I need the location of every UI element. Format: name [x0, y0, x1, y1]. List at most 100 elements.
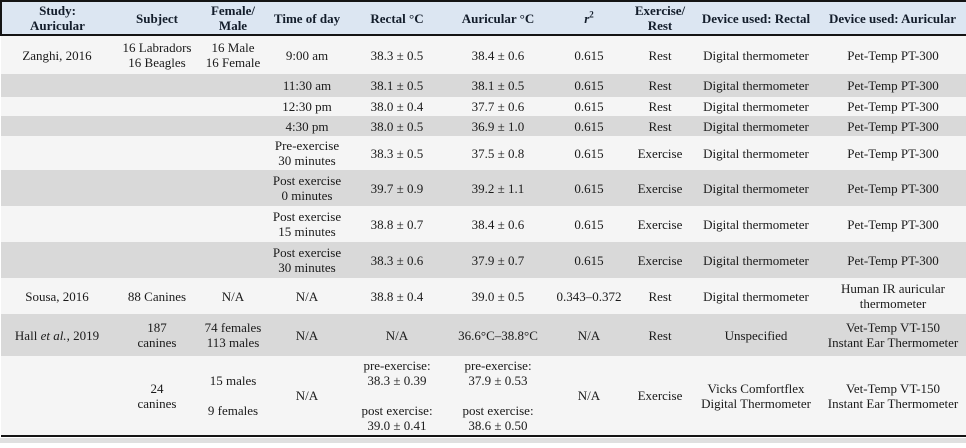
cell-device_rectal: Digital thermometer — [703, 216, 809, 232]
cell-r_squared: 0.615 — [574, 180, 604, 196]
cell-auricular: 38.4 ± 0.6 — [471, 216, 525, 232]
table-row: Hall et al., 2019 187 canines 74 females 1… — [1, 314, 966, 356]
cell-rectal: 38.3 ± 0.5 — [370, 47, 424, 63]
cell-female_male — [201, 170, 265, 206]
cell-device_auricular: Pet-Temp PT-300 — [847, 47, 939, 63]
cell-female_male — [201, 206, 265, 242]
cell-device_rectal: Digital thermometer — [703, 78, 809, 93]
cell-exercise_rest: Rest — [648, 288, 672, 304]
cell-rectal: N/A — [385, 327, 409, 343]
table-row: 4:30 pm 38.0 ± 0.5 36.9 ± 1.0 0.615 Rest Digi… — [1, 116, 966, 136]
cell-study — [1, 170, 113, 206]
cell-auricular: 38.4 ± 0.6 — [471, 47, 525, 63]
cell-subject — [113, 116, 201, 136]
cell-time_of_day: Post exercise 0 minutes — [272, 173, 342, 203]
cell-auricular: 36.6°C–38.8°C — [458, 327, 538, 343]
cell-subject: 16 Labradors 16 Beagles — [122, 40, 192, 70]
cell-device_auricular: Pet-Temp PT-300 — [847, 145, 939, 161]
table-row: Post exercise 15 minutes 38.8 ± 0.7 38.4 ±… — [1, 206, 966, 242]
cell-rectal: 38.8 ± 0.4 — [370, 288, 424, 304]
table-body: Zanghi, 2016 16 Labradors 16 Beagles 16 Ma… — [1, 35, 966, 436]
cell-exercise_rest: Exercise — [637, 145, 683, 161]
cell-rectal: 38.3 ± 0.5 — [370, 145, 424, 161]
cell-study — [1, 116, 113, 136]
column-header-rectal: Rectal °C — [349, 1, 445, 36]
cell-study: Sousa, 2016 — [25, 288, 89, 304]
column-header-device_auricular: Device used: Auricular — [819, 1, 966, 36]
cell-female_male — [201, 97, 265, 116]
cell-device_auricular: Pet-Temp PT-300 — [847, 118, 939, 134]
cell-device_auricular: Vet-Temp VT-150 Instant Ear Thermometer — [827, 320, 959, 350]
column-header-subject: Subject — [113, 1, 201, 36]
cell-rectal: 38.0 ± 0.4 — [370, 99, 424, 114]
cell-subject — [113, 242, 201, 278]
cell-female_male — [201, 136, 265, 170]
cell-study — [1, 242, 113, 278]
cell-r_squared: 0.615 — [574, 78, 604, 93]
cell-time_of_day: 4:30 pm — [285, 118, 329, 134]
cell-study: Zanghi, 2016 — [22, 47, 92, 63]
cell-auricular: 39.0 ± 0.5 — [471, 288, 525, 304]
cell-device_rectal: Digital thermometer — [703, 145, 809, 161]
bottom-strip — [0, 438, 966, 443]
table-row: Post exercise 30 minutes 38.3 ± 0.6 37.9 ±… — [1, 242, 966, 278]
cell-device_rectal: Vicks Comfortflex Digital Thermometer — [701, 380, 811, 411]
cell-device_rectal: Digital thermometer — [703, 47, 809, 63]
cell-subject: 187 canines — [137, 320, 177, 350]
cell-exercise_rest: Rest — [648, 78, 672, 93]
column-header-exercise_rest: Exercise/ Rest — [627, 1, 693, 36]
cell-female_male: 74 females 113 males — [204, 320, 262, 350]
column-header-auricular: Auricular °C — [445, 1, 551, 36]
cell-rectal: pre-exercise: 38.3 ± 0.39 post exercise:… — [361, 358, 433, 433]
table-row: 24 canines 15 males 9 females N/A pre-exerc… — [1, 356, 966, 436]
cell-subject — [113, 97, 201, 116]
cell-r_squared: N/A — [577, 388, 601, 403]
cell-female_male — [201, 74, 265, 97]
cell-r_squared: 0.615 — [574, 145, 604, 161]
cell-female_male — [201, 116, 265, 136]
cell-exercise_rest: Exercise — [637, 216, 683, 232]
cell-study — [1, 74, 113, 97]
cell-auricular: 37.9 ± 0.7 — [471, 252, 525, 268]
cell-study: Hall et al., 2019 — [14, 327, 100, 343]
cell-auricular: pre-exercise: 37.9 ± 0.53 post exercise:… — [462, 358, 534, 433]
cell-exercise_rest: Exercise — [637, 180, 683, 196]
cell-r_squared: N/A — [577, 327, 601, 343]
cell-study — [1, 356, 113, 436]
cell-r_squared: 0.343–0.372 — [556, 288, 622, 304]
cell-device_rectal: Digital thermometer — [703, 252, 809, 268]
cell-subject — [113, 136, 201, 170]
cell-exercise_rest: Exercise — [637, 388, 683, 403]
cell-exercise_rest: Rest — [648, 118, 672, 134]
cell-device_auricular: Pet-Temp PT-300 — [847, 216, 939, 232]
table-row: 11:30 am 38.1 ± 0.5 38.1 ± 0.5 0.615 Rest Dig… — [1, 74, 966, 97]
cell-study — [1, 206, 113, 242]
cell-rectal: 38.0 ± 0.5 — [370, 118, 424, 134]
table-row: Sousa, 2016 88 Canines N/A N/A 38.8 ± 0.4 39.… — [1, 278, 966, 314]
cell-device_rectal: Digital thermometer — [703, 99, 809, 114]
cell-subject — [113, 206, 201, 242]
cell-time_of_day: N/A — [295, 327, 319, 343]
cell-auricular: 39.2 ± 1.1 — [471, 180, 525, 196]
column-header-device_rectal: Device used: Rectal — [693, 1, 819, 36]
cell-r_squared: 0.615 — [574, 99, 604, 114]
cell-rectal: 38.3 ± 0.6 — [370, 252, 424, 268]
table-row: Zanghi, 2016 16 Labradors 16 Beagles 16 Ma… — [1, 35, 966, 74]
cell-female_male: 15 males 9 females — [207, 373, 259, 418]
cell-device_rectal: Digital thermometer — [703, 118, 809, 134]
cell-auricular: 37.5 ± 0.8 — [471, 145, 525, 161]
cell-exercise_rest: Rest — [648, 327, 672, 343]
cell-time_of_day: N/A — [295, 388, 319, 403]
cell-female_male: N/A — [221, 288, 245, 304]
cell-subject — [113, 74, 201, 97]
cell-time_of_day: 11:30 am — [282, 78, 332, 93]
cell-device_auricular: Pet-Temp PT-300 — [847, 252, 939, 268]
cell-female_male: 16 Male 16 Female — [205, 40, 261, 70]
cell-time_of_day: Post exercise 15 minutes — [272, 209, 342, 239]
cell-auricular: 38.1 ± 0.5 — [471, 78, 525, 93]
cell-device_auricular: Pet-Temp PT-300 — [847, 180, 939, 196]
cell-auricular: 36.9 ± 1.0 — [471, 118, 525, 134]
cell-exercise_rest: Rest — [648, 99, 672, 114]
cell-device_auricular: Pet-Temp PT-300 — [847, 99, 939, 114]
cell-study — [1, 97, 113, 116]
